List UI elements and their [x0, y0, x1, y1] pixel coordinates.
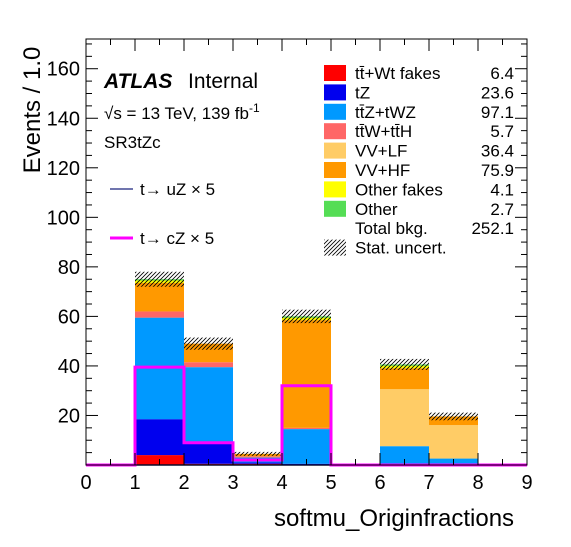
y-tick-label-2: 60: [58, 306, 80, 328]
x-tick-label-4: 4: [276, 472, 287, 494]
internal-label: Internal: [188, 70, 258, 93]
uncert-band-bin-4: [282, 309, 331, 324]
x-tick-label-0: 0: [80, 472, 91, 494]
legend-uncert-label: Stat. uncert.: [355, 239, 447, 258]
y-tick-label-3: 80: [58, 257, 80, 279]
legend-uncert-swatch: [324, 239, 346, 256]
legend-swatch-2: [324, 103, 346, 120]
legend-yield-6: 4.1: [490, 180, 514, 199]
legend-swatch-3: [324, 123, 346, 140]
uncert-band-bin-3: [233, 451, 282, 456]
legend-label-4: VV+LF: [355, 142, 407, 161]
x-tick-label-5: 5: [325, 472, 336, 494]
legend-yield-3: 5.7: [490, 122, 514, 141]
legend-label-7: Other: [355, 200, 398, 219]
bar-3-bin-1: [135, 311, 184, 318]
x-tick-label-1: 1: [129, 472, 140, 494]
bar-1-bin-1: [135, 419, 184, 456]
signal-legend-label-0: t→ uZ × 5: [140, 180, 215, 199]
bar-2-bin-6: [380, 446, 429, 464]
legend-label-2: tt̄Z+tWZ: [355, 103, 416, 122]
bar-3-bin-3: [233, 456, 282, 458]
y-tick-label-6: 140: [47, 108, 80, 130]
legend-swatch-7: [324, 200, 346, 217]
legend-label-1: tZ: [355, 83, 370, 102]
legend-yield-7: 2.7: [490, 200, 514, 219]
x-tick-label-7: 7: [423, 472, 434, 494]
x-tick-label-9: 9: [521, 472, 532, 494]
atlas-label: ATLAS: [103, 70, 172, 93]
y-tick-label-7: 160: [47, 59, 80, 81]
legend-swatch-4: [324, 142, 346, 159]
signal-legend: t→ uZ × 5 t→ cZ × 5: [110, 180, 215, 248]
y-tick-label-1: 40: [58, 356, 80, 378]
legend-yield-1: 23.6: [481, 83, 514, 102]
legend-yield-5: 75.9: [481, 161, 514, 180]
uncert-band-bin-1: [135, 271, 184, 287]
uncert-band-bin-7: [429, 412, 478, 421]
legend-swatch-6: [324, 181, 346, 198]
x-tick-label-8: 8: [472, 472, 483, 494]
uncert-band-bin-2: [184, 337, 233, 350]
uncert-band-bin-6: [380, 358, 429, 370]
y-tick-label-5: 120: [47, 158, 80, 180]
axis-ticks: [85, 39, 528, 466]
bar-2-bin-4: [282, 429, 331, 464]
x-tick-label-6: 6: [374, 472, 385, 494]
region-label: SR3tZc: [104, 133, 161, 152]
legend-swatch-0: [324, 65, 346, 81]
legend-label-3: tt̄W+tt̄H: [355, 122, 412, 141]
legend-label-5: VV+HF: [355, 161, 410, 180]
axis-tick-labels: 0 1 2 3 4 5 6 7 8 9 20 40 60 80 100 120 140 160: [47, 59, 533, 494]
x-tick-label-3: 3: [227, 472, 238, 494]
legend-swatch-1: [324, 84, 346, 101]
bar-5-bin-1: [135, 282, 184, 312]
y-axis-label: Events / 1.0: [19, 47, 46, 174]
legend-label-0: tt̄+Wt fakes: [355, 64, 441, 83]
bar-2-bin-2: [184, 367, 233, 444]
signal-legend-label-1: t→ cZ × 5: [140, 229, 214, 248]
legend-yield-0: 6.4: [490, 64, 514, 83]
energy-label: √s = 13 TeV, 139 fb-1: [104, 101, 260, 123]
legend-total-label: Total bkg.: [355, 219, 428, 238]
stat-uncertainty-bands: [135, 271, 478, 456]
legend: tt̄+Wt fakes 6.4 tZ 23.6 tt̄Z+tWZ 97.1 tt̄W+tt…: [324, 64, 514, 258]
legend-label-6: Other fakes: [355, 180, 443, 199]
legend-total-value: 252.1: [471, 219, 514, 238]
bar-5-bin-4: [282, 320, 331, 428]
bar-5-bin-6: [380, 368, 429, 390]
bar-4-bin-7: [429, 425, 478, 459]
y-tick-label-4: 100: [47, 207, 80, 229]
legend-swatch-5: [324, 162, 346, 178]
bar-4-bin-6: [380, 389, 429, 447]
bar-3-bin-2: [184, 362, 233, 368]
bar-1-bin-2: [184, 443, 233, 464]
x-axis-label: softmu_Originfractions: [274, 505, 514, 532]
legend-yield-4: 36.4: [481, 142, 514, 161]
legend-yield-2: 97.1: [481, 103, 514, 122]
y-tick-label-0: 20: [58, 405, 80, 427]
bar-3-bin-4: [282, 427, 331, 430]
bar-5-bin-7: [429, 416, 478, 426]
x-tick-label-2: 2: [178, 472, 189, 494]
